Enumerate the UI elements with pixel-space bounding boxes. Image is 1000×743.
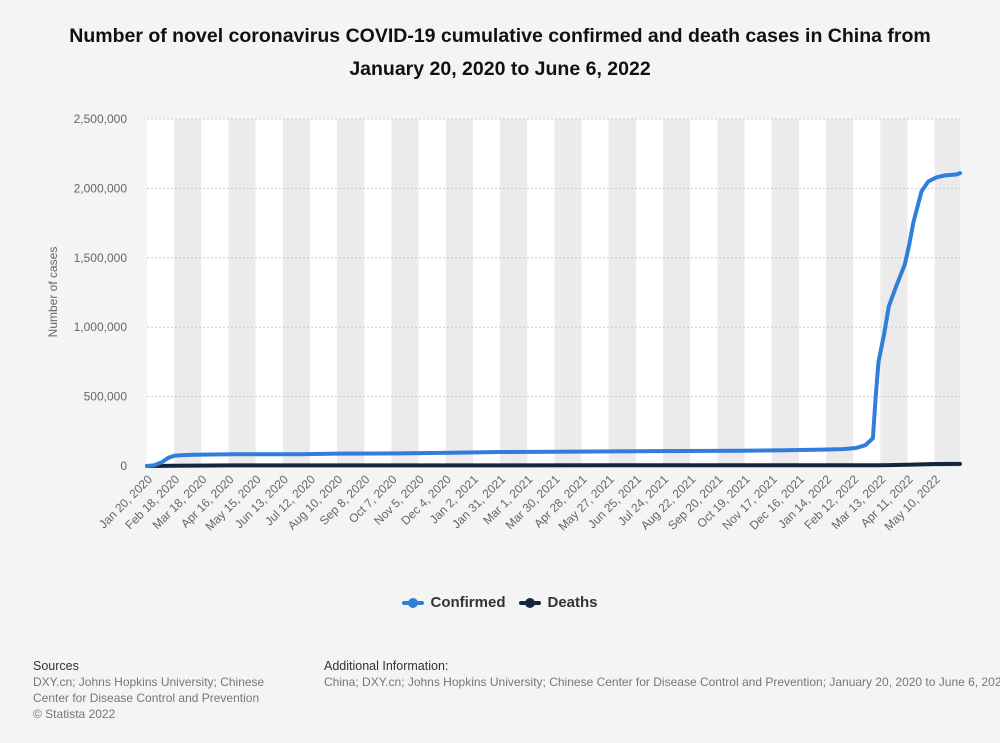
- x-band: [635, 119, 664, 466]
- x-band: [690, 119, 718, 466]
- y-tick-label: 500,000: [84, 390, 128, 404]
- series-line-confirmed: [145, 171, 962, 468]
- legend-label-confirmed: Confirmed: [430, 594, 506, 611]
- copyright-text: © Statista 2022: [33, 707, 116, 721]
- y-axis-label: Number of cases: [46, 247, 60, 338]
- legend-label-deaths: Deaths: [547, 594, 598, 611]
- x-band: [391, 119, 419, 466]
- x-band: [174, 119, 202, 466]
- x-band: [201, 119, 229, 466]
- x-band: [337, 119, 365, 466]
- x-band: [500, 119, 528, 466]
- x-band: [771, 119, 799, 466]
- x-band: [282, 119, 310, 466]
- x-band: [934, 119, 960, 466]
- additional-info-heading: Additional Information:: [324, 659, 449, 673]
- x-band: [907, 119, 935, 466]
- sources-text: DXY.cn; Johns Hopkins University; Chines…: [33, 675, 265, 705]
- series-line-deaths: [145, 461, 962, 468]
- additional-info-text: China; DXY.cn; Johns Hopkins University;…: [324, 675, 1000, 689]
- additional-info-block: Additional Information: China; DXY.cn; J…: [324, 658, 1000, 690]
- x-band: [255, 119, 283, 466]
- x-band: [744, 119, 772, 466]
- x-band: [418, 119, 446, 466]
- chart-title: Number of novel coronavirus COVID-19 cum…: [69, 25, 931, 80]
- x-band: [826, 119, 854, 466]
- x-band: [309, 119, 338, 466]
- x-band: [147, 119, 175, 466]
- x-band: [228, 119, 256, 466]
- x-band: [663, 119, 691, 466]
- chart-legend: Confirmed Deaths: [0, 594, 1000, 611]
- x-band: [527, 119, 555, 466]
- legend-item-deaths[interactable]: Deaths: [519, 594, 598, 611]
- x-band: [554, 119, 582, 466]
- y-tick-label: 1,500,000: [74, 251, 128, 265]
- y-tick-label: 2,500,000: [74, 112, 128, 126]
- sources-heading: Sources: [33, 659, 79, 673]
- x-band: [798, 119, 827, 466]
- legend-marker-deaths-icon: [519, 597, 542, 608]
- x-band: [717, 119, 745, 466]
- x-band: [581, 119, 609, 466]
- x-band: [472, 119, 501, 466]
- y-tick-label: 0: [120, 459, 127, 473]
- x-band: [445, 119, 473, 466]
- legend-item-confirmed[interactable]: Confirmed: [402, 594, 505, 611]
- legend-marker-confirmed-icon: [402, 597, 425, 608]
- y-tick-label: 1,000,000: [74, 320, 128, 334]
- x-band: [608, 119, 636, 466]
- x-band: [364, 119, 392, 466]
- y-tick-label: 2,000,000: [74, 181, 128, 195]
- sources-block: Sources DXY.cn; Johns Hopkins University…: [33, 658, 293, 722]
